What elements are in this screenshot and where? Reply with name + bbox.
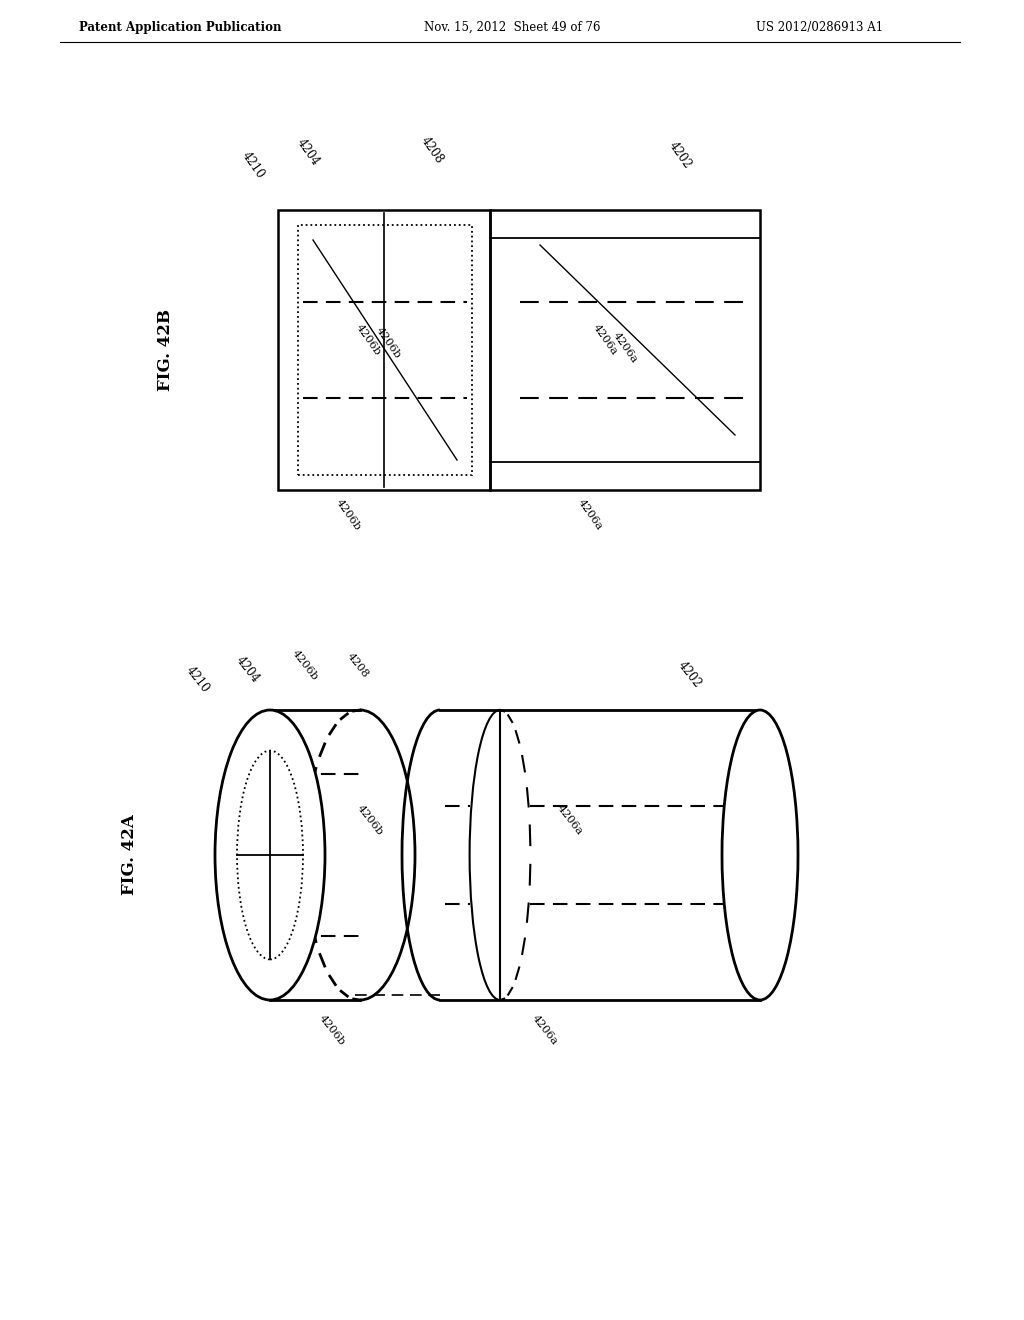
Text: 4202: 4202 (676, 659, 705, 690)
Text: 4206b: 4206b (290, 648, 319, 682)
Text: Patent Application Publication: Patent Application Publication (79, 21, 282, 33)
Text: 4202: 4202 (667, 139, 694, 170)
Text: FIG. 42A: FIG. 42A (122, 814, 138, 895)
Text: 4206a: 4206a (591, 323, 620, 358)
Text: FIG. 42B: FIG. 42B (157, 309, 173, 391)
Text: 4204: 4204 (294, 136, 322, 168)
Text: 4204: 4204 (233, 655, 262, 686)
Text: 4206b: 4206b (334, 498, 362, 532)
Text: 4208: 4208 (345, 651, 371, 680)
Text: Nov. 15, 2012  Sheet 49 of 76: Nov. 15, 2012 Sheet 49 of 76 (424, 21, 600, 33)
Ellipse shape (215, 710, 325, 1001)
Text: 4206b: 4206b (374, 325, 402, 360)
Text: 4206a: 4206a (530, 1012, 560, 1047)
Text: 4210: 4210 (183, 664, 212, 696)
Text: 4206a: 4206a (611, 330, 639, 364)
Text: 4206b: 4206b (355, 803, 385, 837)
Text: US 2012/0286913 A1: US 2012/0286913 A1 (757, 21, 884, 33)
Text: 4210: 4210 (240, 149, 267, 181)
Text: 4206b: 4206b (353, 322, 382, 358)
Ellipse shape (722, 710, 798, 1001)
Text: 4206a: 4206a (555, 803, 585, 837)
Text: 4206b: 4206b (317, 1012, 347, 1047)
Text: 4206a: 4206a (575, 498, 604, 532)
Text: 4208: 4208 (418, 135, 445, 166)
